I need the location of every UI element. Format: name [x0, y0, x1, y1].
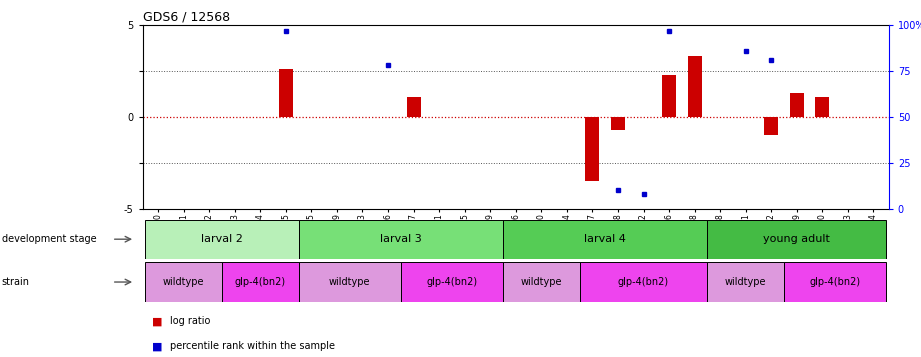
Text: larval 3: larval 3 [380, 234, 422, 244]
Bar [815, 97, 830, 117]
Bar [662, 75, 676, 117]
Bar [764, 117, 778, 135]
Text: young adult: young adult [764, 234, 830, 244]
Bar [503, 262, 579, 302]
Text: larval 2: larval 2 [201, 234, 243, 244]
Text: wildtype: wildtype [520, 277, 562, 287]
Bar [298, 262, 401, 302]
Bar [790, 93, 804, 117]
Bar [707, 220, 886, 259]
Bar [298, 220, 503, 259]
Text: wildtype: wildtype [725, 277, 766, 287]
Bar [611, 117, 625, 130]
Bar [503, 220, 707, 259]
Text: ■: ■ [152, 316, 162, 326]
Bar [707, 262, 784, 302]
Bar [146, 262, 222, 302]
Text: GDS6 / 12568: GDS6 / 12568 [143, 11, 230, 24]
Bar [401, 262, 503, 302]
Text: glp-4(bn2): glp-4(bn2) [235, 277, 286, 287]
Bar [406, 97, 421, 117]
Bar [784, 262, 886, 302]
Text: glp-4(bn2): glp-4(bn2) [426, 277, 477, 287]
Bar [586, 117, 600, 181]
Text: percentile rank within the sample: percentile rank within the sample [170, 341, 335, 351]
Bar [579, 262, 707, 302]
Bar [146, 220, 298, 259]
Text: development stage: development stage [2, 234, 97, 244]
Text: glp-4(bn2): glp-4(bn2) [618, 277, 669, 287]
Bar [222, 262, 298, 302]
Text: log ratio: log ratio [170, 316, 211, 326]
Text: glp-4(bn2): glp-4(bn2) [810, 277, 861, 287]
Text: wildtype: wildtype [329, 277, 370, 287]
Text: wildtype: wildtype [163, 277, 204, 287]
Text: larval 4: larval 4 [584, 234, 626, 244]
Text: ■: ■ [152, 341, 162, 351]
Bar [688, 56, 702, 117]
Bar [279, 69, 293, 117]
Text: strain: strain [2, 277, 29, 287]
